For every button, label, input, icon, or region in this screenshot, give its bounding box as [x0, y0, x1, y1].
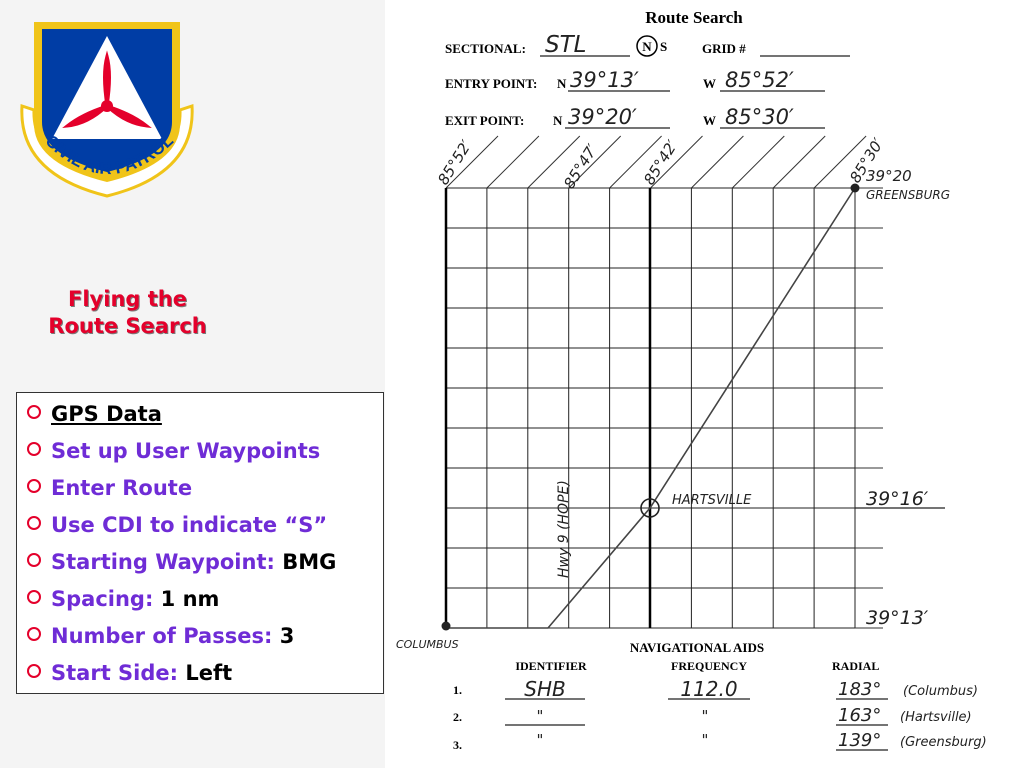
svg-text:": " [537, 707, 544, 725]
n-mark: N [642, 39, 652, 54]
entry-w-value: 85°52′ [725, 68, 794, 92]
header-frequency: FREQUENCY [671, 659, 747, 673]
flight-route [446, 187, 856, 629]
s-mark: S [660, 39, 667, 54]
right-label-39-13: 39°13′ [866, 607, 929, 629]
right-ticks [855, 187, 883, 629]
bullet-circle-icon [27, 664, 41, 678]
bullet-circle-icon [27, 553, 41, 567]
svg-text:(Greensburg): (Greensburg) [900, 735, 987, 750]
entry-n-prefix: N [557, 76, 567, 91]
nav-aid-row-2: 2. " " 163° (Hartsville) [453, 705, 972, 726]
sectional-label: SECTIONAL: [445, 41, 526, 56]
bullet-user-waypoints: Set up User Waypoints [27, 436, 320, 466]
form-title: Route Search [645, 8, 743, 27]
exit-n-prefix: N [553, 113, 563, 128]
svg-text:": " [702, 731, 709, 749]
left-panel: CIVIL AIR PATROL Flying the Route Search… [0, 0, 385, 768]
slide-subtitle: Flying the Route Search [20, 286, 235, 340]
svg-text:(Hartsville): (Hartsville) [900, 710, 972, 725]
header-diagonal-line [486, 135, 540, 189]
header-identifier: IDENTIFIER [515, 659, 587, 673]
propeller-icon [62, 50, 152, 128]
svg-text:1.: 1. [453, 683, 462, 697]
header-diagonal-line [445, 135, 499, 189]
subtitle-line-1: Flying the [68, 287, 187, 311]
greensburg-waypoint [850, 183, 860, 193]
bullet-number-of-passes: Number of Passes: 3 [27, 621, 294, 651]
bullet-starting-waypoint: Starting Waypoint: BMG [27, 547, 336, 577]
bullet-circle-icon [27, 405, 41, 419]
columbus-waypoint [441, 621, 451, 631]
entry-point-label: ENTRY POINT: [445, 76, 537, 91]
grid-header-diagonals [445, 135, 867, 189]
svg-text:SHB: SHB [524, 677, 565, 701]
entry-w-prefix: W [703, 76, 716, 91]
subtitle-line-2: Route Search [48, 314, 207, 338]
endpoint-label-town: GREENSBURG [866, 188, 950, 202]
svg-text:163°: 163° [838, 705, 881, 726]
header-diagonal-line [650, 135, 703, 189]
bullet-circle-icon [27, 516, 41, 530]
top-label-85-52: 85°52′ [434, 136, 476, 188]
svg-text:112.0: 112.0 [680, 677, 737, 701]
exit-w-prefix: W [703, 113, 716, 128]
svg-text:139°: 139° [838, 730, 881, 751]
hartsville-waypoint [640, 498, 660, 518]
bullet-circle-icon [27, 627, 41, 641]
bullet-gps-data: GPS Data [27, 399, 162, 429]
exit-n-value: 39°20′ [568, 105, 637, 129]
exit-w-value: 85°30′ [725, 105, 794, 129]
bullet-spacing: Spacing: 1 nm [27, 584, 219, 614]
header-diagonal-line [609, 135, 662, 189]
svg-text:3.: 3. [453, 738, 462, 752]
header-diagonal-line [731, 135, 785, 189]
n-circle-icon [636, 35, 658, 57]
right-label-39-16: 39°16′ [866, 488, 929, 510]
mid-label-hartsville: HARTSVILLE [672, 493, 752, 508]
exit-point-label: EXIT POINT: [445, 113, 524, 128]
bullet-enter-route: Enter Route [27, 473, 192, 503]
header-radial: RADIAL [832, 659, 879, 673]
top-label-85-42: 85°42′ [640, 136, 682, 188]
bullet-circle-icon [27, 590, 41, 604]
nav-aid-row-3: 3. " " 139° (Greensburg) [453, 730, 987, 752]
nav-aid-row-1: 1. SHB 112.0 183° (Columbus) [453, 677, 978, 701]
svg-text:183°: 183° [838, 679, 881, 700]
header-diagonal-line [691, 135, 744, 189]
svg-text:": " [702, 707, 709, 725]
route-search-form: Route Search SECTIONAL: STL N S GRID # E… [396, 8, 987, 752]
svg-text:2.: 2. [453, 710, 462, 724]
svg-text:": " [537, 731, 544, 749]
nav-aids-title: NAVIGATIONAL AIDS [630, 640, 764, 655]
bullet-use-cdi: Use CDI to indicate “S” [27, 510, 327, 540]
header-diagonal-line [813, 135, 867, 189]
sectional-value: STL [545, 32, 586, 58]
entry-n-value: 39°13′ [570, 68, 639, 92]
start-label-columbus: COLUMBUS [396, 638, 459, 651]
endpoint-label-lat: 39°20 [866, 167, 912, 185]
bullet-start-side: Start Side: Left [27, 658, 232, 688]
top-label-85-47: 85°47′ [560, 140, 602, 192]
info-box: GPS Data Set up User Waypoints Enter Rou… [16, 392, 384, 694]
header-diagonal-line [527, 135, 581, 189]
grid-label: GRID # [702, 41, 746, 56]
svg-text:(Columbus): (Columbus) [903, 684, 978, 699]
road-label: Hwy 9 (HOPE) [556, 480, 572, 578]
header-diagonal-line [568, 135, 622, 189]
header-diagonal-line [772, 135, 826, 189]
bullet-circle-icon [27, 442, 41, 456]
civil-air-patrol-logo: CIVIL AIR PATROL [20, 22, 194, 198]
bullet-circle-icon [27, 479, 41, 493]
